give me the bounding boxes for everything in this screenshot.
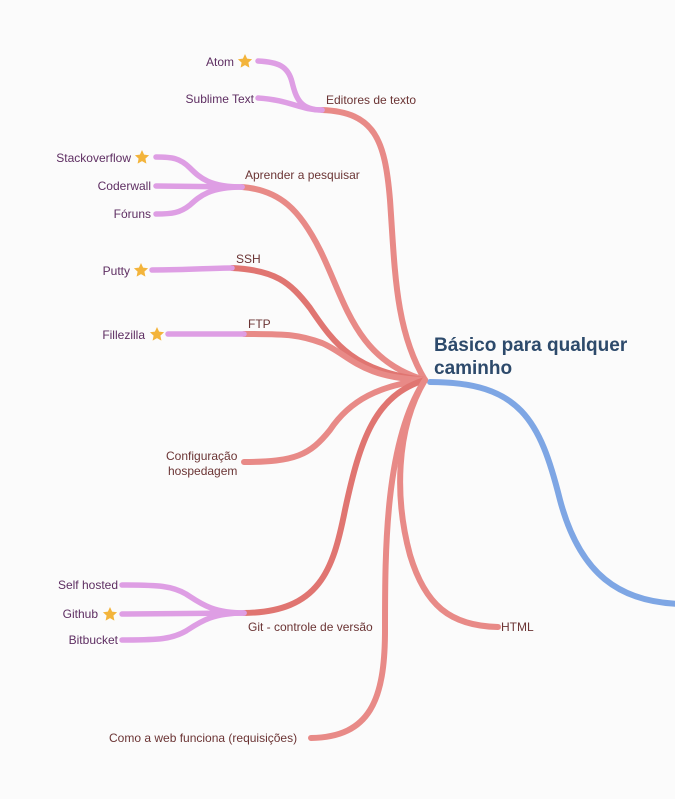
main-branches [229,107,501,741]
node-html[interactable]: HTML [501,620,534,634]
star-fillezilla [149,327,165,341]
branch-html [397,377,501,630]
central-title-line1: Básico para qualquer [434,335,628,356]
node-ssh[interactable]: SSH [236,252,261,266]
star-atom [237,54,253,68]
branch-web [308,377,428,741]
leaf-branch-bitbucket [119,610,247,643]
branch-config [241,377,428,465]
leaf-branch-foruns [153,184,245,217]
branch-ftp [241,331,428,383]
branch-editores [319,107,428,383]
star-stackoverflow [134,150,150,164]
branch-ssh [229,265,428,383]
leaf-branches [119,58,325,643]
star-github [102,607,118,621]
leaf-branch-selfhosted [119,582,247,616]
node-github[interactable]: Github [63,607,99,621]
node-web[interactable]: Como a web funciona (requisições) [109,731,297,745]
branch-parent [427,379,675,607]
node-foruns[interactable]: Fóruns [114,207,151,221]
node-config-line1[interactable]: Configuração [166,449,238,463]
central-topic[interactable]: Básico para qualquer caminho [434,335,628,379]
node-git[interactable]: Git - controle de versão [248,620,373,634]
node-pesquisar[interactable]: Aprender a pesquisar [245,168,360,182]
node-coderwall[interactable]: Coderwall [98,179,151,193]
leaf-branch-putty [149,265,235,273]
node-fillezilla[interactable]: Fillezilla [102,328,145,342]
star-putty [133,263,149,277]
node-editores[interactable]: Editores de texto [326,93,416,107]
branch-git [241,377,428,616]
node-bitbucket[interactable]: Bitbucket [69,633,119,647]
node-selfhosted[interactable]: Self hosted [58,578,118,592]
node-putty[interactable]: Putty [103,264,130,278]
node-config-line2[interactable]: hospedagem [168,464,237,478]
leaf-branch-stackoverflow [153,154,245,190]
branch-pesquisar [239,184,428,383]
node-ftp[interactable]: FTP [248,317,271,331]
sub-topics: Atom Sublime Text Stackoverflow Coderwal… [56,55,254,647]
node-atom[interactable]: Atom [206,55,234,69]
central-title-line2: caminho [434,358,512,379]
main-topics: Editores de texto Aprender a pesquisar S… [109,93,534,745]
node-sublime[interactable]: Sublime Text [186,92,255,106]
leaf-branch-sublime [255,95,325,113]
node-stackoverflow[interactable]: Stackoverflow [56,151,131,165]
star-markers [102,54,253,621]
